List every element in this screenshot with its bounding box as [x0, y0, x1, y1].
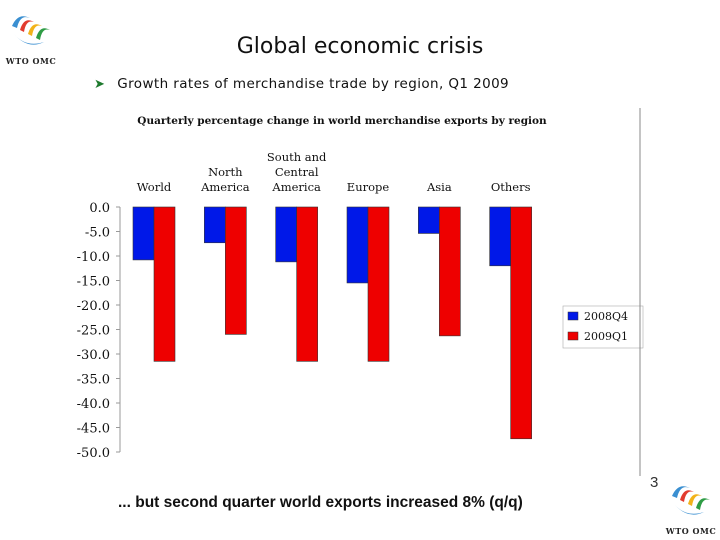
y-tick-label: 0.0 [89, 201, 110, 216]
bar-2008q4 [418, 206, 440, 234]
category-label: World [137, 180, 172, 194]
bar-2008q4 [346, 206, 369, 284]
category-label: Europe [347, 180, 390, 194]
bullet-line: ➤ Growth rates of merchandise trade by r… [94, 76, 509, 92]
y-tick-label: -40.0 [77, 397, 110, 412]
y-tick-label: -5.0 [85, 226, 110, 241]
y-tick-label: -35.0 [77, 373, 110, 388]
bar-2008q4 [132, 206, 155, 261]
footer-text: ... but second quarter world exports inc… [118, 494, 523, 511]
bar-2009q1 [153, 206, 176, 362]
wto-logo-bottom: WTO OMC [664, 474, 718, 536]
category-label: America [200, 180, 250, 194]
wto-logo-icon [12, 16, 50, 45]
page-number: 3 [650, 474, 659, 491]
bullet-text: Growth rates of merchandise trade by reg… [117, 76, 510, 92]
y-tick-label: -20.0 [77, 299, 110, 314]
bar-2009q1 [367, 206, 390, 362]
bar-2009q1 [225, 206, 247, 335]
category-label: Central [275, 165, 319, 179]
bar-chart: Quarterly percentage change in world mer… [77, 108, 644, 476]
legend-label-2009q1: 2009Q1 [584, 330, 628, 343]
arrow-bullet-icon: ➤ [94, 76, 106, 92]
bar-2009q1 [439, 206, 461, 337]
y-tick-label: -25.0 [77, 324, 110, 339]
bar-2008q4 [204, 206, 226, 244]
logo-text: WTO OMC [5, 56, 57, 66]
category-label: South and [267, 150, 327, 164]
y-tick-label: -30.0 [77, 348, 110, 363]
y-tick-label: -50.0 [77, 446, 110, 461]
bar-2009q1 [510, 206, 532, 440]
wto-logo: WTO OMC [4, 4, 58, 66]
category-label: North [208, 165, 243, 179]
wto-logo-icon [672, 486, 710, 515]
category-label: Asia [426, 180, 452, 194]
legend-swatch-2009q1 [567, 331, 579, 341]
category-label: America [271, 180, 321, 194]
y-tick-label: -10.0 [77, 250, 110, 265]
logo-text-bottom: WTO OMC [665, 526, 717, 536]
slide-title: Global economic crisis [236, 34, 484, 59]
y-tick-label: -45.0 [77, 422, 110, 437]
bar-2008q4 [489, 206, 511, 267]
y-tick-label: -15.0 [77, 275, 110, 290]
legend-box [562, 305, 644, 349]
legend-label-2008q4: 2008Q4 [584, 310, 628, 323]
bar-2008q4 [275, 206, 297, 263]
legend-swatch-2008q4 [567, 311, 579, 321]
category-label: Others [491, 180, 531, 194]
chart-title: Quarterly percentage change in world mer… [137, 115, 547, 127]
bar-2009q1 [296, 206, 318, 362]
